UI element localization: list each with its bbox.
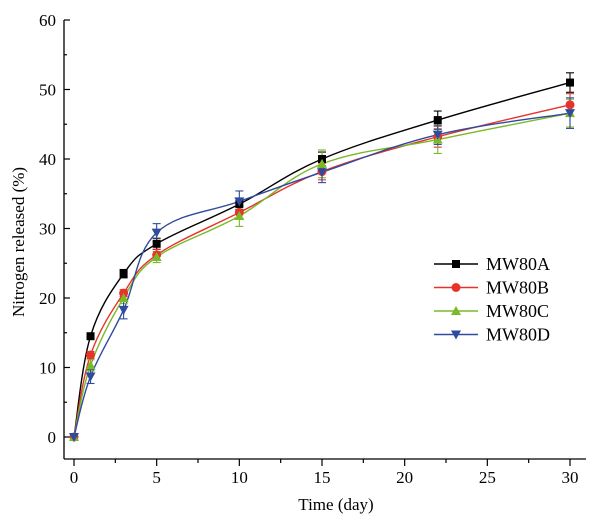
data-point-mw80a: [152, 239, 161, 248]
legend-label-mw80d: MW80D: [486, 325, 550, 345]
legend-label-mw80a: MW80A: [486, 254, 550, 274]
axes: 0 10 20 30 40 50 60 0 5 10 15 20 25 30: [39, 11, 586, 487]
legend-marker-mw80c: [451, 306, 461, 315]
y-tick-label: 50: [39, 81, 56, 100]
data-point-mw80d: [317, 168, 327, 178]
data-point-mw80c: [151, 251, 162, 261]
data-point-mw80d: [69, 433, 79, 442]
data-point-mw80b: [86, 350, 96, 360]
x-tick-label: 5: [152, 468, 161, 487]
legend-marker-mw80d: [451, 330, 461, 340]
data-point-mw80d: [432, 130, 443, 140]
data-point-mw80a: [566, 78, 574, 87]
data-point-mw80c: [317, 158, 327, 168]
x-tick-label: 30: [562, 468, 579, 487]
y-tick-label: 30: [39, 220, 56, 239]
data-markers: [69, 78, 575, 442]
legend-marker-mw80a: [452, 260, 460, 268]
x-tick-label: 10: [231, 468, 248, 487]
y-tick-label: 0: [48, 428, 57, 447]
legend-label-mw80b: MW80B: [486, 278, 549, 298]
data-point-mw80b: [565, 100, 575, 110]
data-point-mw80c: [118, 293, 129, 302]
data-point-mw80d: [234, 197, 245, 207]
x-tick-label: 20: [396, 468, 413, 487]
y-axis-title: Nitrogen released (%): [9, 167, 28, 317]
data-point-mw80d: [85, 372, 96, 382]
data-point-mw80a: [433, 116, 442, 125]
legend: MW80A MW80B MW80C MW80D: [434, 254, 550, 345]
data-point-mw80a: [119, 269, 128, 278]
data-point-mw80c: [85, 360, 96, 370]
data-point-mw80d: [118, 305, 129, 315]
x-tick-label: 25: [479, 468, 496, 487]
y-tick-label: 10: [39, 359, 56, 378]
data-point-mw80d: [151, 228, 162, 238]
legend-label-mw80c: MW80C: [486, 301, 549, 321]
y-tick-label: 20: [39, 289, 56, 308]
y-tick-label: 60: [39, 11, 56, 30]
x-axis-title: Time (day): [298, 495, 373, 514]
x-tick-label: 15: [314, 468, 331, 487]
data-point-mw80a: [86, 332, 95, 341]
legend-marker-mw80b: [451, 283, 461, 292]
data-point-mw80d: [565, 109, 575, 119]
x-tick-label: 0: [70, 468, 79, 487]
data-point-mw80c: [234, 210, 245, 220]
y-tick-label: 40: [39, 150, 56, 169]
